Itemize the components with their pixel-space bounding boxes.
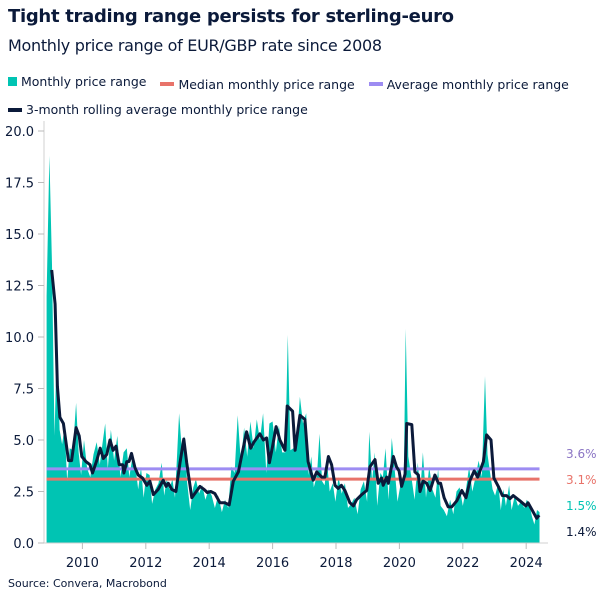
- legend-label-average: Average monthly price range: [386, 76, 569, 92]
- x-tick-label: 2020: [383, 556, 416, 571]
- y-tick-label: 5.0: [13, 434, 34, 449]
- y-tick-label: 2.5: [13, 486, 34, 501]
- legend-item-monthly: Monthly price range: [8, 70, 146, 93]
- source-note: Source: Convera, Macrobond: [8, 577, 167, 590]
- y-tick-label: 12.5: [5, 280, 34, 295]
- x-tick-label: 2024: [510, 556, 543, 571]
- legend-item-rolling: 3-month rolling average monthly price ra…: [8, 98, 308, 121]
- x-tick-label: 2012: [129, 556, 162, 571]
- chart-subtitle: Monthly price range of EUR/GBP rate sinc…: [8, 36, 382, 55]
- y-tick-label: 10.0: [5, 331, 34, 346]
- legend-swatch-average: [368, 82, 383, 86]
- legend: Monthly price range Median monthly price…: [8, 70, 598, 121]
- chart-title: Tight trading range persists for sterlin…: [8, 6, 454, 27]
- x-tick-label: 2016: [256, 556, 289, 571]
- y-tick-label: 15.0: [5, 228, 34, 243]
- legend-item-average: Average monthly price range: [368, 73, 569, 96]
- y-tick-label: 17.5: [5, 177, 34, 192]
- median-end-label: 3.1%: [566, 473, 597, 487]
- legend-label-monthly: Monthly price range: [21, 74, 147, 89]
- monthly-end-label: 1.5%: [566, 499, 597, 513]
- rolling-end-label: 1.4%: [566, 525, 597, 539]
- x-tick-label: 2010: [66, 556, 99, 571]
- legend-swatch-rolling: [8, 107, 22, 112]
- monthly-range-area: [46, 155, 540, 543]
- average-end-label: 3.6%: [566, 447, 597, 461]
- legend-item-median: Median monthly price range: [160, 73, 355, 96]
- legend-swatch-median: [160, 82, 175, 86]
- legend-label-rolling: 3-month rolling average monthly price ra…: [26, 102, 308, 117]
- y-tick-label: 0.0: [13, 537, 34, 552]
- y-tick-label: 20.0: [5, 125, 34, 140]
- y-tick-label: 7.5: [13, 383, 34, 398]
- legend-swatch-monthly: [8, 77, 17, 86]
- legend-label-median: Median monthly price range: [178, 76, 355, 92]
- x-tick-label: 2014: [193, 556, 226, 571]
- x-tick-label: 2022: [446, 556, 479, 571]
- rolling-average-line: [50, 269, 541, 520]
- x-tick-label: 2018: [319, 556, 352, 571]
